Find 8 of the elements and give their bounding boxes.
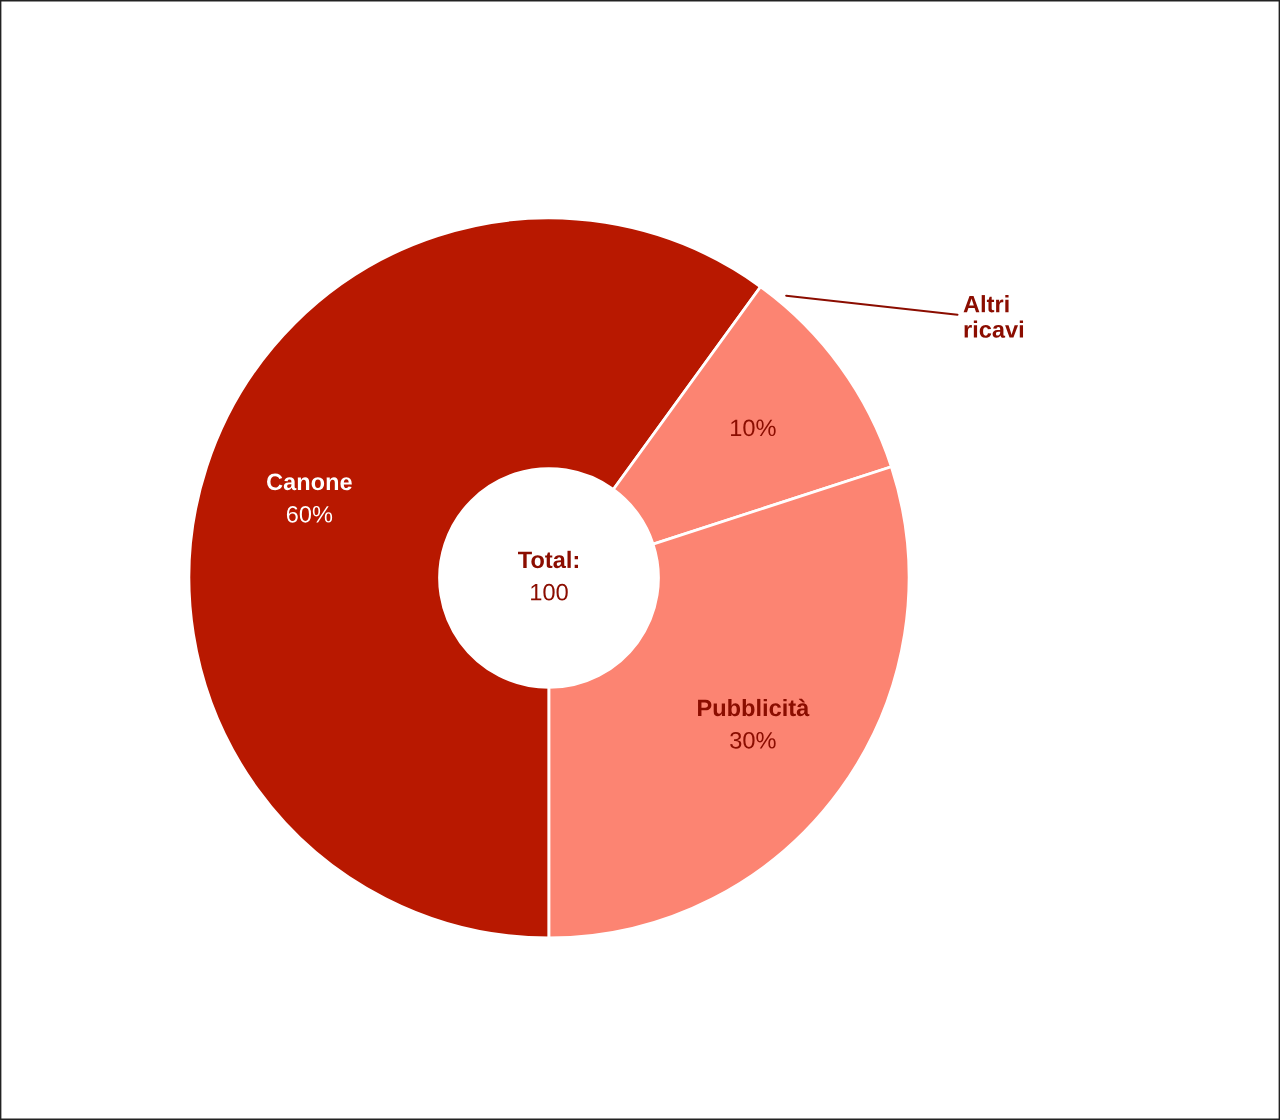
text: Total:: [518, 550, 578, 569]
slice-label: Altri ricavi: [963, 295, 1024, 338]
text: 100: [531, 583, 568, 601]
data-label: 60%: [286, 505, 333, 523]
slice-label: Pubblicità: [698, 698, 810, 717]
data-label: 30%: [730, 731, 776, 749]
slice-label: Canone: [267, 473, 352, 491]
data-label: 10%: [731, 419, 776, 437]
